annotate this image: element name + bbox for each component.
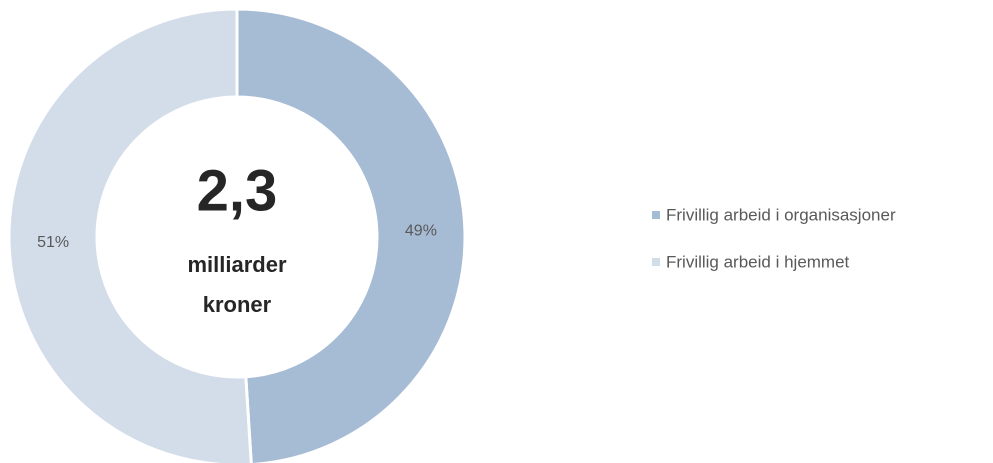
legend-label: Frivillig arbeid i hjemmet (666, 252, 850, 271)
center-caption: milliarder (187, 252, 286, 277)
legend-swatch (652, 211, 660, 219)
data-label: 49% (405, 222, 437, 239)
center-caption: kroner (203, 292, 272, 317)
legend-swatch (652, 258, 660, 266)
donut-segment (235, 7, 467, 463)
data-label: 51% (37, 234, 69, 251)
legend-label: Frivillig arbeid i organisasjoner (666, 205, 896, 224)
center-value: 2,3 (197, 158, 278, 223)
donut-segment (7, 7, 253, 463)
